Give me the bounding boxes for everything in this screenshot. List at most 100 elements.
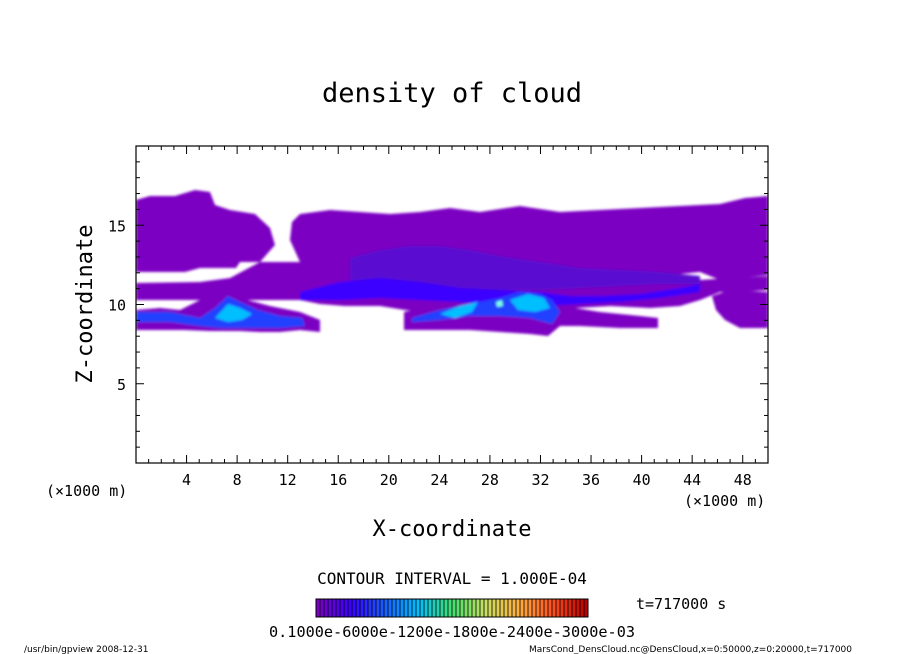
colorbar-stripe (356, 599, 360, 617)
colorbar-stripe (436, 599, 440, 617)
colorbar-stripe (568, 599, 572, 617)
colorbar-stripe (560, 599, 564, 617)
cloud-core-medium-2 (300, 278, 700, 306)
x-tick-label: 8 (233, 471, 242, 489)
footer-left: /usr/bin/gpview 2008-12-31 (24, 645, 148, 654)
colorbar-stripe (508, 599, 512, 617)
colorbar-stripe (576, 599, 580, 617)
y-axis-title: Z-coordinate (73, 225, 98, 384)
y-tick-label: 10 (108, 297, 126, 315)
colorbar-stripe (388, 599, 392, 617)
colorbar-stripe (324, 599, 328, 617)
x-tick-label: 28 (481, 471, 499, 489)
footer-right: MarsCond_DensCloud.nc@DensCloud,x=0:5000… (529, 645, 852, 654)
colorbar-stripe (464, 599, 468, 617)
colorbar-stripe (332, 599, 336, 617)
colorbar-stripe (584, 599, 588, 617)
colorbar-stripe (376, 599, 380, 617)
y-axis-ticks: 5 10 15 (108, 161, 768, 448)
colorbar-stripe (340, 599, 344, 617)
x-axis-ticks: 4 8 12 16 20 24 28 32 36 40 44 48 (148, 146, 756, 489)
cloud-hot-center-b (510, 294, 550, 312)
colorbar-stripe (468, 599, 472, 617)
colorbar-stripe (476, 599, 480, 617)
colorbar-stripe (364, 599, 368, 617)
colorbar-stripe (480, 599, 484, 617)
x-unit-right: (×1000 m) (684, 492, 765, 510)
x-tick-label: 12 (279, 471, 297, 489)
cloud-hot-center-a (440, 302, 478, 318)
colorbar (315, 598, 589, 618)
cloud-region-lower-right (712, 290, 768, 328)
y-tick-label: 5 (117, 376, 126, 394)
colorbar-stripe (336, 599, 340, 617)
colorbar-stripe (432, 599, 436, 617)
chart-title: density of cloud (322, 78, 582, 109)
colorbar-stripe (452, 599, 456, 617)
colorbar-stripe (552, 599, 556, 617)
x-tick-label: 40 (633, 471, 651, 489)
colorbar-stripe (412, 599, 416, 617)
colorbar-stripe (504, 599, 508, 617)
contour-interval-label: CONTOUR INTERVAL = 1.000E-04 (317, 569, 587, 588)
colorbar-stripe (556, 599, 560, 617)
cloud-region-upper (136, 190, 275, 272)
colorbar-stripe (472, 599, 476, 617)
colorbar-stripe (396, 599, 400, 617)
x-tick-label: 36 (582, 471, 600, 489)
cloud-core-medium (350, 246, 700, 290)
x-tick-label: 16 (329, 471, 347, 489)
x-tick-label: 32 (531, 471, 549, 489)
x-tick-label: 44 (683, 471, 701, 489)
colorbar-stripe (516, 599, 520, 617)
colorbar-stripe (404, 599, 408, 617)
colorbar-labels: 0.1000e-6000e-1200e-1800e-2400e-3000e-03 (269, 623, 635, 641)
cloud-hot-left (215, 304, 252, 322)
colorbar-stripe (420, 599, 424, 617)
colorbar-stripe (444, 599, 448, 617)
x-tick-label: 4 (182, 471, 191, 489)
colorbar-stripe (564, 599, 568, 617)
colorbar-stripe (496, 599, 500, 617)
colorbar-stripe (580, 599, 584, 617)
colorbar-stripe (348, 599, 352, 617)
colorbar-stripe (416, 599, 420, 617)
colorbar-stripe (316, 599, 320, 617)
colorbar-stripe (428, 599, 432, 617)
colorbar-stripe (380, 599, 384, 617)
x-tick-label: 24 (430, 471, 448, 489)
colorbar-stripe (532, 599, 536, 617)
colorbar-stripe (384, 599, 388, 617)
colorbar-stripe (572, 599, 576, 617)
x-axis-title: X-coordinate (373, 517, 532, 542)
colorbar-stripe (344, 599, 348, 617)
colorbar-stripe (456, 599, 460, 617)
colorbar-stripe (400, 599, 404, 617)
colorbar-stripe (460, 599, 464, 617)
colorbar-stripe (488, 599, 492, 617)
colorbar-frame (315, 598, 589, 618)
cloud-hot-center-c (496, 300, 503, 307)
x-tick-label: 20 (380, 471, 398, 489)
time-label: t=717000 s (636, 595, 726, 613)
colorbar-stripe (512, 599, 516, 617)
colorbar-stripe (528, 599, 532, 617)
x-unit-left: (×1000 m) (46, 482, 127, 500)
colorbar-stripe (540, 599, 544, 617)
x-tick-label: 48 (734, 471, 752, 489)
colorbar-stripe (492, 599, 496, 617)
colorbar-stripe (360, 599, 364, 617)
colorbar-stripe (372, 599, 376, 617)
colorbar-stripes (315, 599, 588, 617)
cloud-core-high-left (136, 296, 305, 328)
colorbar-stripe (536, 599, 540, 617)
colorbar-stripe (548, 599, 552, 617)
colorbar-stripe (392, 599, 396, 617)
cloud-density-field (136, 190, 768, 336)
colorbar-stripe (408, 599, 412, 617)
colorbar-stripe (544, 599, 548, 617)
colorbar-stripe (424, 599, 428, 617)
colorbar-stripe (500, 599, 504, 617)
colorbar-stripe (440, 599, 444, 617)
colorbar-stripe (520, 599, 524, 617)
